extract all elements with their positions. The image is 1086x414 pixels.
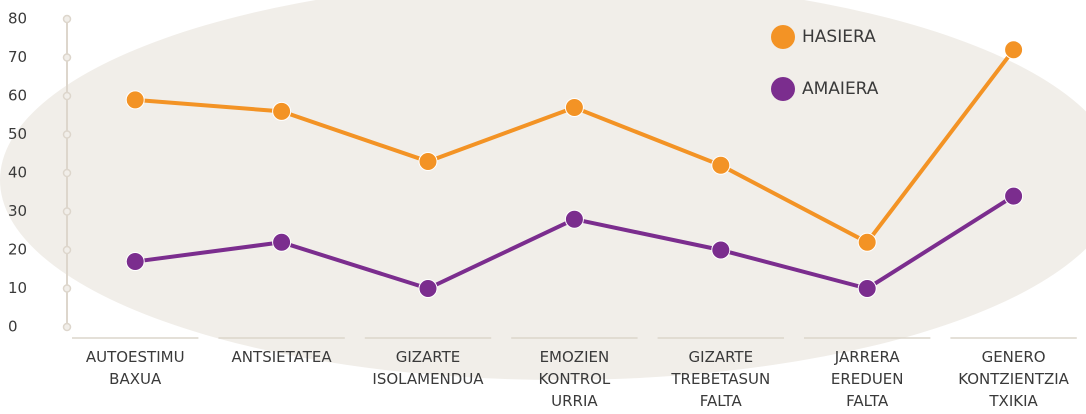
point (1004, 186, 1024, 206)
x-tick-line: URRIA (551, 392, 598, 410)
y-tick (62, 322, 72, 332)
y-tick (62, 53, 72, 62)
point (857, 279, 877, 298)
y-tick-label: 50 (8, 125, 27, 143)
point (711, 240, 731, 260)
point (564, 98, 584, 118)
point (1004, 40, 1024, 60)
x-tick-label: ANTSIETATEA (232, 348, 333, 366)
point (564, 209, 584, 229)
legend-marker (771, 77, 795, 101)
x-tick-line: JARRERA (834, 348, 901, 366)
x-tick-line: GIZARTE (396, 348, 461, 366)
x-tick-label: AUTOESTIMU BAXUA (86, 348, 185, 388)
point (272, 101, 292, 121)
x-tick-line: ISOLAMENDUA (372, 370, 484, 388)
y-tick-label: 40 (8, 164, 27, 182)
y-tick-label: 10 (8, 279, 27, 297)
x-tick-line: KONTZIENTZIA (958, 370, 1069, 388)
y-tick (62, 284, 72, 293)
y-tick (62, 130, 72, 139)
y-tick-label: 30 (8, 202, 27, 220)
x-tick-line: EMOZIEN (540, 348, 610, 366)
y-tick-label: 70 (8, 48, 27, 66)
y-tick (62, 168, 72, 178)
point (418, 279, 438, 298)
x-tick-line: KONTROL (539, 370, 611, 388)
y-tick-label: 20 (8, 241, 27, 259)
point (125, 252, 145, 272)
point (272, 232, 292, 252)
y-tick-label: 0 (8, 318, 18, 336)
x-tick-line: TREBETASUN (670, 370, 770, 388)
y-tick (62, 14, 72, 24)
x-tick-label: JARRERA EREDUEN FALTA (831, 348, 904, 410)
legend-marker (771, 25, 795, 49)
y-tick (62, 245, 72, 255)
y-tick (62, 91, 72, 101)
background (0, 0, 1086, 380)
point (125, 90, 145, 110)
x-tick-label: GIZARTE TREBETASUN FALTA (670, 348, 770, 410)
y-tick (62, 207, 72, 216)
x-tick-label: GENERO KONTZIENTZIA TXIKIA (958, 348, 1069, 410)
x-tick-label: EMOZIEN KONTROL URRIA (539, 348, 611, 410)
x-tick-line: EREDUEN (831, 370, 904, 388)
y-tick-label: 60 (8, 87, 27, 105)
x-tick-line: GENERO (982, 348, 1046, 366)
y-tick-label: 80 (8, 10, 27, 28)
point (857, 232, 877, 252)
x-tick-line: ANTSIETATEA (232, 348, 333, 366)
x-tick-line: FALTA (846, 392, 889, 410)
x-tick-line: AUTOESTIMU (86, 348, 185, 366)
x-tick-line: FALTA (700, 392, 743, 410)
x-tick-line: TXIKIA (988, 392, 1038, 410)
point (418, 151, 438, 171)
x-tick-line: GIZARTE (689, 348, 754, 366)
point (711, 155, 731, 175)
legend-label: HASIERA (802, 27, 876, 47)
x-tick-line: BAXUA (109, 370, 162, 388)
x-tick-label: GIZARTE ISOLAMENDUA (372, 348, 484, 388)
legend-label: AMAIERA (802, 79, 879, 99)
